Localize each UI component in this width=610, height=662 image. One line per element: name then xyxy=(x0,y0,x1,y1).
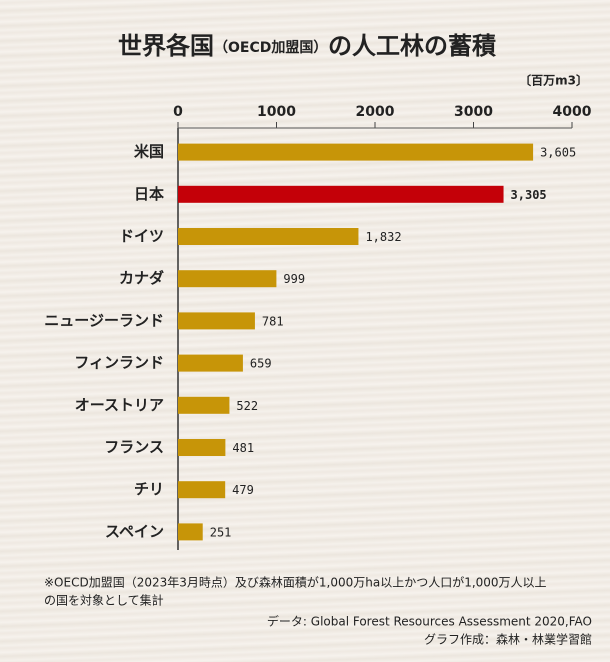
bar xyxy=(178,228,359,245)
y-tick-label: カナダ xyxy=(119,269,164,287)
y-tick-label: ドイツ xyxy=(119,227,164,245)
x-tick-label: 0 xyxy=(173,104,183,120)
y-tick-label: チリ xyxy=(134,480,164,498)
y-tick-label: オーストリア xyxy=(75,396,164,414)
value-label: 999 xyxy=(283,272,305,286)
footnote: の国を対象として集計 xyxy=(44,593,164,608)
bar xyxy=(178,270,277,288)
x-tick-label: 1000 xyxy=(257,104,296,120)
value-label: 1,832 xyxy=(365,230,401,244)
y-tick-label: フランス xyxy=(104,438,164,456)
source: グラフ作成：森林・林業学習館 xyxy=(424,632,592,647)
bar xyxy=(178,523,203,541)
footnote: ※OECD加盟国（2023年3月時点）及び森林面積が1,000万ha以上かつ人口… xyxy=(44,575,547,590)
unit-label: 〔百万m3〕 xyxy=(519,73,588,88)
value-label: 3,605 xyxy=(540,146,576,160)
y-tick-label: 日本 xyxy=(134,185,164,203)
y-tick-label: フィンランド xyxy=(74,354,164,372)
y-tick-label: ニュージーランド xyxy=(44,311,164,329)
bar xyxy=(178,185,504,203)
value-label: 481 xyxy=(232,441,254,455)
chart-title: 世界各国 xyxy=(118,32,214,60)
bar xyxy=(178,396,230,414)
bar xyxy=(178,439,226,456)
value-label: 251 xyxy=(210,525,232,539)
x-tick-label: 2000 xyxy=(356,104,395,120)
value-label: 522 xyxy=(236,399,258,413)
source: データ: Global Forest Resources Assessment … xyxy=(267,614,592,629)
bar xyxy=(178,354,243,372)
value-label: 479 xyxy=(232,483,254,497)
chart-title: の人工林の蓄積 xyxy=(328,32,496,60)
x-tick-label: 3000 xyxy=(454,104,493,120)
value-label: 659 xyxy=(250,357,272,371)
value-label: 781 xyxy=(262,314,284,328)
y-tick-label: スペイン xyxy=(105,522,164,540)
y-tick-label: 米国 xyxy=(134,143,164,161)
bar xyxy=(178,143,534,161)
bar xyxy=(178,312,255,330)
chart-title-note: （OECD加盟国） xyxy=(214,40,327,56)
bar xyxy=(178,481,226,499)
value-label: 3,305 xyxy=(511,188,547,202)
x-tick-label: 4000 xyxy=(553,104,592,120)
